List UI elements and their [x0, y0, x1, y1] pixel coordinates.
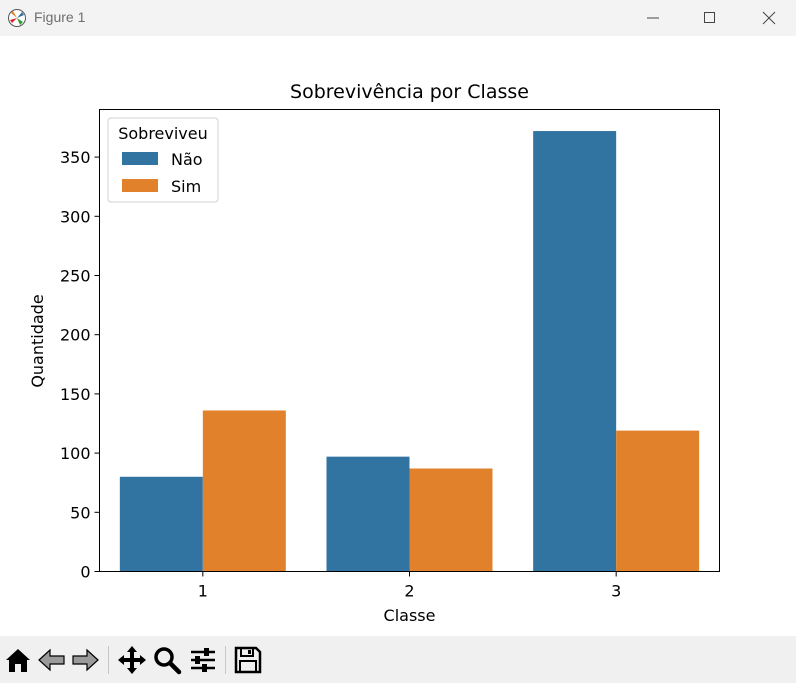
configure-subplots-button[interactable] [188, 645, 218, 675]
window-titlebar: Figure 1 [0, 0, 796, 36]
bar-sim-classe-1 [202, 410, 286, 572]
maximize-button[interactable] [687, 0, 733, 36]
bar-nao-classe-2 [326, 456, 410, 572]
toolbar-separator [225, 646, 226, 674]
toolbar-separator [108, 646, 109, 674]
configure-subplots-icon [191, 648, 215, 672]
legend-title: Sobreviveu [118, 124, 208, 143]
figure-canvas[interactable]: Sobrevivência por Classe 0 50 100 150 200 250… [0, 36, 796, 636]
pan-button[interactable] [117, 645, 147, 675]
zoom-magnifier-icon [154, 647, 182, 675]
window-title: Figure 1 [34, 9, 86, 25]
home-button[interactable] [3, 645, 33, 675]
back-button[interactable] [37, 645, 67, 675]
y-tick-label: 0 [80, 563, 90, 582]
close-icon [762, 11, 776, 25]
legend: Sobreviveu Não Sim [107, 117, 219, 203]
maximize-icon [704, 12, 715, 23]
y-tick-label: 200 [60, 326, 91, 345]
y-tick-label: 100 [60, 444, 91, 463]
navigation-toolbar [0, 636, 796, 683]
forward-button[interactable] [70, 645, 100, 675]
legend-label-sim: Sim [171, 177, 201, 196]
chart-title: Sobrevivência por Classe [290, 81, 529, 103]
y-axis-ticks: 0 50 100 150 200 250 300 350 [60, 148, 100, 582]
save-button[interactable] [233, 645, 263, 675]
save-disk-icon [234, 646, 262, 674]
y-axis-label: Quantidade [28, 294, 47, 387]
bar-sim-classe-3 [616, 430, 700, 572]
x-axis-label: Classe [384, 606, 436, 625]
x-tick-label: 2 [404, 582, 414, 601]
zoom-button[interactable] [152, 645, 182, 675]
legend-swatch-nao [122, 152, 158, 165]
legend-swatch-sim [122, 179, 158, 192]
y-tick-label: 300 [60, 207, 91, 226]
forward-arrow-icon [72, 648, 99, 672]
matplotlib-logo-icon [8, 9, 26, 27]
bar-chart: Sobrevivência por Classe 0 50 100 150 200 250… [28, 81, 720, 625]
y-tick-label: 350 [60, 148, 91, 167]
x-tick-label: 3 [611, 582, 621, 601]
y-tick-label: 150 [60, 385, 91, 404]
bar-nao-classe-1 [119, 476, 203, 572]
plot-frame [99, 109, 720, 572]
minimize-button[interactable] [630, 0, 676, 36]
y-tick-label: 250 [60, 267, 91, 286]
y-tick-label: 50 [70, 503, 90, 522]
bar-sim-classe-2 [409, 468, 493, 572]
minimize-icon [647, 17, 659, 19]
x-tick-label: 1 [198, 582, 208, 601]
bar-nao-classe-3 [533, 131, 617, 572]
bars [119, 131, 700, 572]
home-icon [6, 649, 30, 672]
close-button[interactable] [746, 0, 792, 36]
pan-move-icon [118, 646, 146, 674]
back-arrow-icon [38, 648, 65, 672]
x-axis-ticks: 1 2 3 [198, 571, 621, 601]
legend-label-nao: Não [171, 150, 203, 169]
